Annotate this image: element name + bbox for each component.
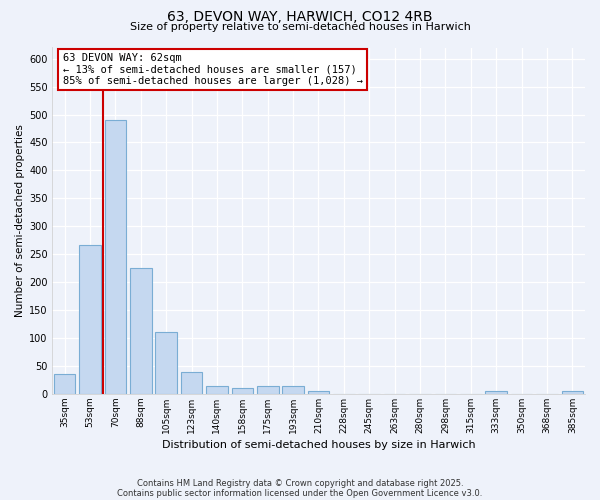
Bar [308,390,329,394]
Bar [485,391,507,394]
Bar [181,372,202,394]
Text: Size of property relative to semi-detached houses in Harwich: Size of property relative to semi-detach… [130,22,470,32]
Bar [79,244,101,394]
Bar [283,386,304,394]
Text: 63, DEVON WAY, HARWICH, CO12 4RB: 63, DEVON WAY, HARWICH, CO12 4RB [167,10,433,24]
Bar [232,388,253,394]
Bar [155,332,177,394]
Bar [54,374,76,394]
Text: Contains HM Land Registry data © Crown copyright and database right 2025.: Contains HM Land Registry data © Crown c… [137,478,463,488]
X-axis label: Distribution of semi-detached houses by size in Harwich: Distribution of semi-detached houses by … [161,440,475,450]
Bar [130,268,152,394]
Bar [257,386,278,394]
Text: Contains public sector information licensed under the Open Government Licence v3: Contains public sector information licen… [118,488,482,498]
Bar [104,120,126,394]
Text: 63 DEVON WAY: 62sqm
← 13% of semi-detached houses are smaller (157)
85% of semi-: 63 DEVON WAY: 62sqm ← 13% of semi-detach… [62,52,362,86]
Bar [562,391,583,394]
Bar [206,386,228,394]
Y-axis label: Number of semi-detached properties: Number of semi-detached properties [15,124,25,317]
